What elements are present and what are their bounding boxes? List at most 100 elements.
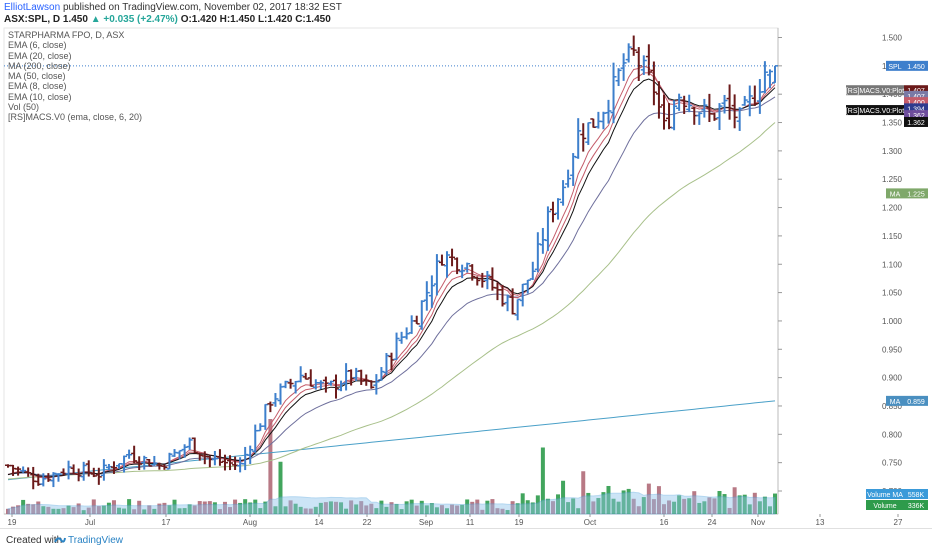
legend-ema8[interactable]: EMA (8, close) — [8, 81, 67, 92]
volume-bar — [515, 503, 520, 514]
volume-bar — [268, 419, 273, 514]
volume-bar — [712, 498, 717, 514]
volume-bar — [137, 500, 142, 514]
legend-ema10[interactable]: EMA (10, close) — [8, 91, 72, 102]
volume-bar — [591, 501, 596, 514]
study-tag-bg — [846, 85, 904, 96]
volume-bar — [339, 502, 344, 514]
ema8-line — [7, 72, 776, 479]
volume-bar — [606, 485, 611, 514]
volume-bar — [202, 501, 207, 514]
volume-bar — [308, 508, 313, 514]
volume-bar — [631, 498, 636, 514]
volume-bar — [127, 499, 132, 514]
volume-bar — [505, 510, 510, 514]
volume-bar — [238, 502, 243, 514]
volume-bar — [571, 498, 576, 514]
volume-bar — [46, 506, 51, 514]
author-link[interactable]: ElliotLawson — [4, 2, 61, 13]
legend-symbol[interactable]: STARPHARMA FPO, D, ASX — [8, 30, 125, 40]
tradingview-link[interactable]: TradingView — [68, 535, 124, 546]
volume-bar — [651, 499, 656, 514]
x-tick-label: Aug — [243, 518, 257, 527]
volume-bar — [374, 508, 379, 514]
volume-bar — [344, 508, 349, 514]
volume-bar — [26, 503, 31, 514]
volume-bar — [394, 504, 399, 514]
legend-ema20[interactable]: EMA (20, close) — [8, 50, 72, 61]
price-tag-value: 1.362 — [907, 113, 925, 120]
symbol-line: ASX:SPL, D 1.450 ▲ +0.035 (+2.47%) O:1.4… — [4, 14, 331, 25]
volume-bar — [465, 499, 470, 514]
volume-bar — [313, 506, 318, 514]
price-change: ▲ +0.035 (+2.47%) — [90, 14, 178, 25]
price-tag-bg — [904, 85, 928, 96]
legend-ma50[interactable]: MA (50, close) — [8, 71, 66, 82]
indicator-legend: STARPHARMA FPO, D, ASX EMA (6, close) EM… — [8, 30, 142, 123]
price-tag-bg — [904, 60, 928, 71]
volume-bar — [162, 502, 167, 514]
volume-bar — [389, 502, 394, 514]
volume-bar — [369, 503, 374, 514]
x-tick-label: 19 — [8, 518, 17, 527]
volume-bar — [96, 506, 101, 514]
volume-bar — [692, 491, 697, 514]
volume-bar — [243, 499, 248, 514]
legend-ema6[interactable]: EMA (6, close) — [8, 40, 67, 51]
volume-bar — [445, 508, 450, 514]
volume-bar — [767, 506, 772, 514]
legend-vol50[interactable]: Vol (50) — [8, 102, 40, 113]
price-tag-bg — [904, 110, 928, 121]
x-tick-label: 19 — [515, 518, 524, 527]
volume-bar — [399, 509, 404, 514]
volume-bar — [106, 502, 111, 514]
volume-bar — [132, 509, 137, 514]
volume-bar — [697, 502, 702, 514]
volume-bar — [485, 500, 490, 514]
volume-bar — [142, 509, 147, 514]
volume-bar — [212, 502, 217, 514]
volume-bar — [545, 498, 550, 514]
volume-bar — [500, 508, 505, 514]
volume-bar — [76, 503, 81, 514]
study-tag-label: [RS]MACS.V0:Plot — [846, 108, 904, 115]
x-tick-label: 17 — [162, 518, 171, 527]
x-tick-label: Nov — [751, 518, 765, 527]
volume-bar — [323, 502, 328, 514]
volume-bar — [36, 501, 41, 514]
volume-bar — [525, 500, 530, 514]
volume-bar — [21, 499, 26, 514]
volume-bar — [475, 499, 480, 514]
volume-bar — [167, 505, 172, 514]
x-tick-label: 11 — [466, 518, 475, 527]
y-tick-label: 1.200 — [882, 204, 903, 213]
volume-bar — [520, 493, 525, 514]
volume-bar — [278, 461, 283, 514]
volume-bar — [404, 501, 409, 514]
volume-bar — [328, 501, 333, 514]
volume-bar — [540, 447, 545, 514]
volume-bar — [66, 505, 71, 514]
legend-macs[interactable]: [RS]MACS.V0 (ema, close, 6, 20) — [8, 112, 143, 123]
volume-bar — [303, 508, 308, 514]
volume-bar — [384, 506, 389, 514]
volume-bar — [535, 495, 540, 514]
volume-bar — [91, 499, 96, 514]
x-tick-label: 13 — [816, 518, 825, 527]
volume-bar — [737, 495, 742, 514]
volume-bar — [682, 498, 687, 514]
volume-bar — [636, 506, 641, 514]
volume-bar — [182, 508, 187, 514]
volume-bar — [86, 507, 91, 514]
volume-bar — [576, 508, 581, 514]
volume-bar — [298, 506, 303, 514]
legend-ma200[interactable]: MA (200, close) — [8, 60, 71, 71]
volume-bar — [207, 501, 212, 514]
y-tick-label: 1.000 — [882, 317, 903, 326]
volume-tag-name-bg — [866, 500, 904, 510]
volume-bar — [460, 504, 465, 514]
price-tag-name-bg — [886, 60, 904, 71]
price-tag-bg — [904, 103, 928, 114]
volume-bar — [621, 490, 626, 514]
